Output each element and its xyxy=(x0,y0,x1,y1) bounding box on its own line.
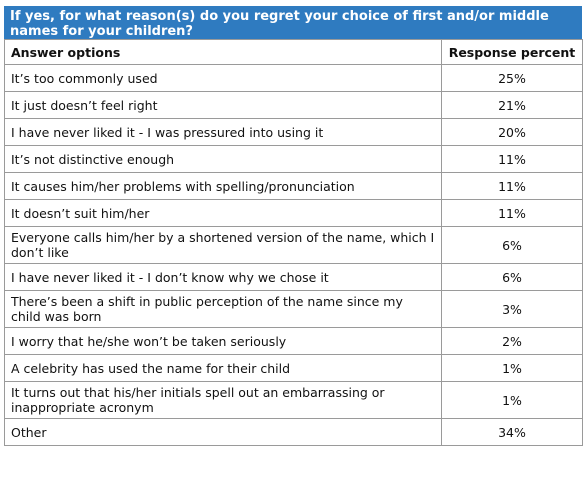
percent-cell: 11% xyxy=(441,172,583,200)
answer-cell: It doesn’t suit him/her xyxy=(4,199,442,227)
percent-cell: 20% xyxy=(441,118,583,146)
answer-cell: It turns out that his/her initials spell… xyxy=(4,381,442,419)
percent-cell: 6% xyxy=(441,226,583,264)
percent-cell: 11% xyxy=(441,145,583,173)
table-row: Other 34% xyxy=(4,418,583,446)
answer-cell: It’s not distinctive enough xyxy=(4,145,442,173)
answer-options-header: Answer options xyxy=(4,39,442,65)
percent-cell: 1% xyxy=(441,381,583,419)
percent-cell: 6% xyxy=(441,263,583,291)
percent-cell: 2% xyxy=(441,327,583,355)
answer-cell: It’s too commonly used xyxy=(4,64,442,92)
answer-cell: I worry that he/she won’t be taken serio… xyxy=(4,327,442,355)
percent-cell: 25% xyxy=(441,64,583,92)
table-row: It just doesn’t feel right 21% xyxy=(4,91,583,119)
table-row: I have never liked it - I don’t know why… xyxy=(4,263,583,291)
table-row: There’s been a shift in public perceptio… xyxy=(4,290,583,328)
table-row: It’s too commonly used 25% xyxy=(4,64,583,92)
percent-cell: 11% xyxy=(441,199,583,227)
percent-cell: 3% xyxy=(441,290,583,328)
table-row: It doesn’t suit him/her 11% xyxy=(4,199,583,227)
answer-cell: I have never liked it - I was pressured … xyxy=(4,118,442,146)
answer-cell: There’s been a shift in public perceptio… xyxy=(4,290,442,328)
table-row: It turns out that his/her initials spell… xyxy=(4,381,583,419)
table-row: I worry that he/she won’t be taken serio… xyxy=(4,327,583,355)
table-row: It causes him/her problems with spelling… xyxy=(4,172,583,200)
response-percent-header: Response percent xyxy=(441,39,583,65)
table-row: Everyone calls him/her by a shortened ve… xyxy=(4,226,583,264)
answer-cell: It just doesn’t feel right xyxy=(4,91,442,119)
answer-cell: A celebrity has used the name for their … xyxy=(4,354,442,382)
answer-cell: Other xyxy=(4,418,442,446)
response-table: Answer options Response percent It’s too… xyxy=(4,39,583,446)
table-row: A celebrity has used the name for their … xyxy=(4,354,583,382)
percent-cell: 34% xyxy=(441,418,583,446)
answer-cell: I have never liked it - I don’t know why… xyxy=(4,263,442,291)
question-banner: If yes, for what reason(s) do you regret… xyxy=(4,6,582,39)
answer-cell: Everyone calls him/her by a shortened ve… xyxy=(4,226,442,264)
percent-cell: 21% xyxy=(441,91,583,119)
header-row: Answer options Response percent xyxy=(4,39,583,65)
percent-cell: 1% xyxy=(441,354,583,382)
survey-table-container: If yes, for what reason(s) do you regret… xyxy=(4,6,583,446)
table-row: It’s not distinctive enough 11% xyxy=(4,145,583,173)
answer-cell: It causes him/her problems with spelling… xyxy=(4,172,442,200)
table-row: I have never liked it - I was pressured … xyxy=(4,118,583,146)
